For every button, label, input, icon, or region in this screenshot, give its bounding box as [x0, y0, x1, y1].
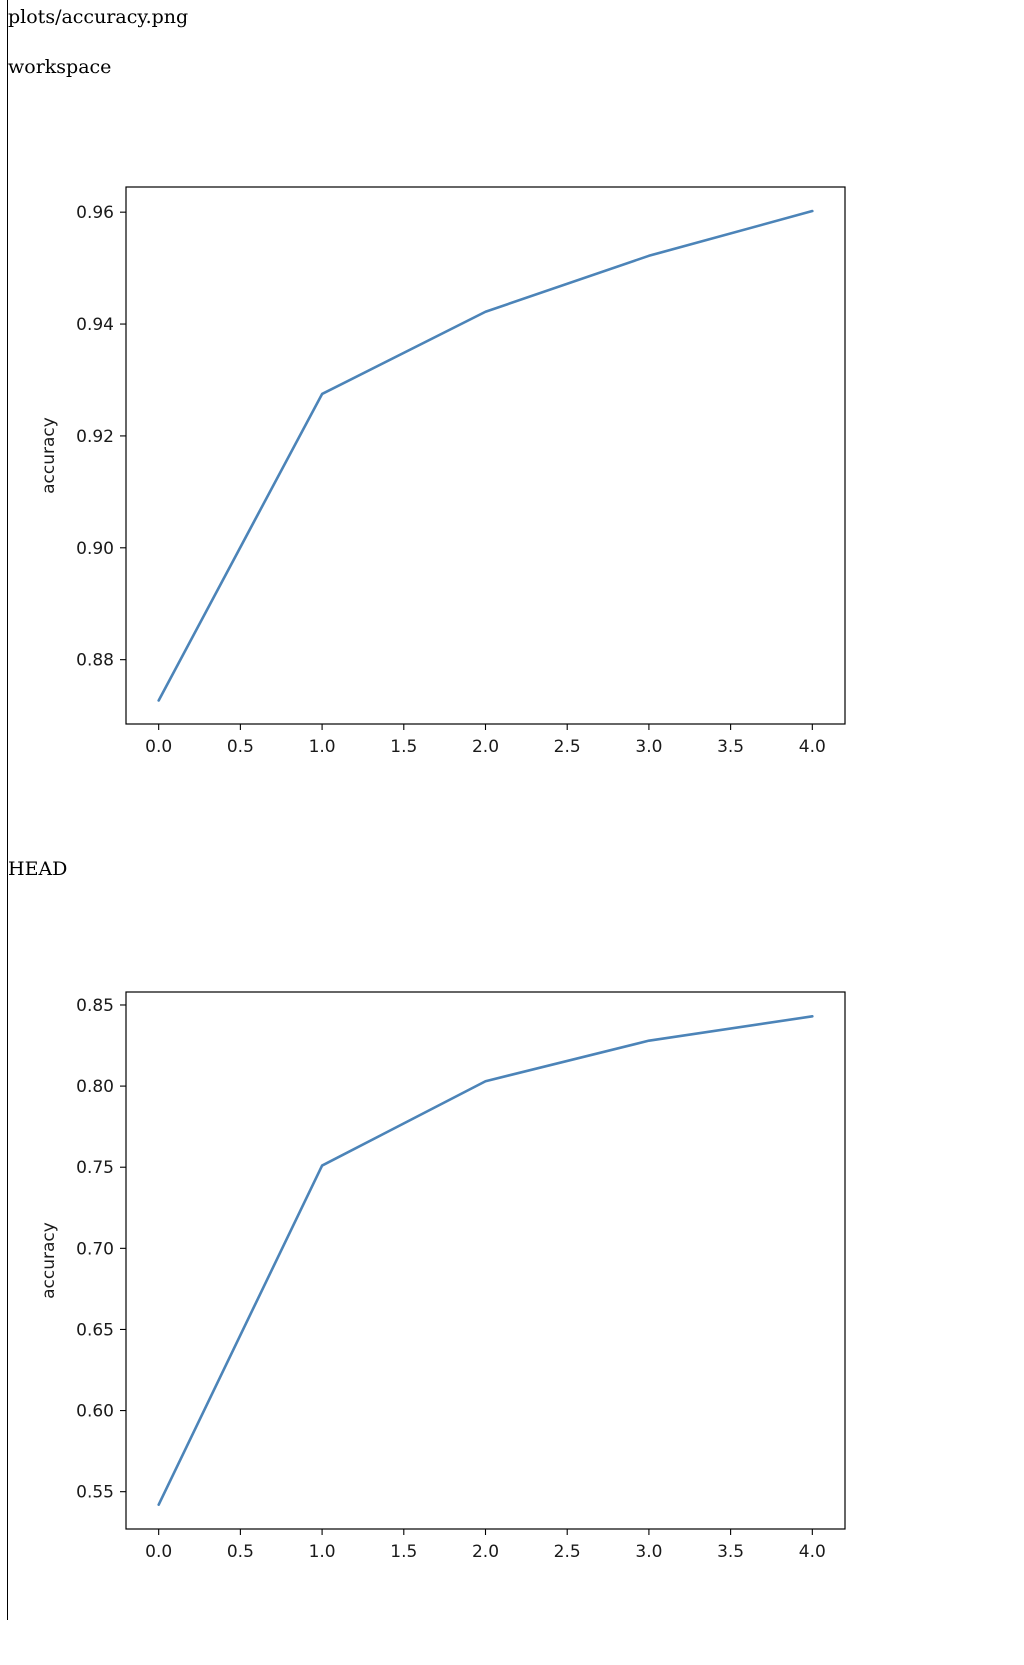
x-tick-label: 1.5	[390, 737, 417, 757]
y-tick-label: 0.65	[76, 1320, 114, 1340]
series-line-0	[157, 209, 814, 702]
x-tick-label: 3.0	[635, 737, 662, 757]
x-tick-label: 4.0	[799, 1542, 826, 1562]
x-tick-label: 1.0	[309, 737, 336, 757]
y-tick-label: 0.94	[76, 315, 114, 335]
x-tick-label: 3.0	[635, 1542, 662, 1562]
x-tick-label: 0.5	[227, 737, 254, 757]
x-tick-label: 0.5	[227, 1542, 254, 1562]
y-tick-label: 0.55	[76, 1483, 114, 1503]
x-tick-label: 0.0	[145, 737, 172, 757]
accuracy-plot-workspace: 0.0 0.5 1.0 1.5 2.0 2.5 3.0 3.5 4.0 0.88 0.90 0.92 0…	[39, 186, 846, 757]
x-tick-label: 2.0	[472, 1542, 499, 1562]
x-tick-label: 4.0	[799, 737, 826, 757]
x-tick-label: 2.5	[554, 1542, 581, 1562]
y-tick-label: 0.92	[76, 427, 114, 447]
x-tick-label: 3.5	[717, 1542, 744, 1562]
y-tick-label: 0.90	[76, 539, 114, 559]
x-tick-label: 2.0	[472, 737, 499, 757]
y-tick-label: 0.88	[76, 651, 114, 671]
section-label-workspace: workspace	[8, 56, 112, 78]
y-axis-label: accuracy	[39, 1222, 59, 1299]
y-tick-label: 0.96	[76, 203, 114, 223]
y-tick-label: 0.85	[76, 996, 114, 1016]
file-path: plots/accuracy.png	[8, 6, 189, 28]
diff-page: plots/accuracy.png workspace 0.0 0.5 1.0 1.…	[7, 0, 846, 1620]
accuracy-plot-head: 0.0 0.5 1.0 1.5 2.0 2.5 3.0 3.5 4.0 0.55 0.60 0.65 0…	[39, 991, 846, 1562]
x-tick-label: 1.0	[309, 1542, 336, 1562]
y-tick-label: 0.60	[76, 1402, 114, 1422]
left-border	[7, 0, 8, 1620]
y-tick-label: 0.70	[76, 1239, 114, 1259]
x-tick-label: 1.5	[390, 1542, 417, 1562]
y-tick-label: 0.80	[76, 1077, 114, 1097]
y-tick-label: 0.75	[76, 1158, 114, 1178]
y-axis-label: accuracy	[39, 417, 59, 494]
plot-area	[126, 187, 845, 724]
x-tick-label: 2.5	[554, 737, 581, 757]
series-line-0	[157, 1015, 814, 1506]
plot-area	[126, 992, 845, 1529]
section-label-head: HEAD	[8, 858, 68, 880]
x-tick-label: 3.5	[717, 737, 744, 757]
x-tick-label: 0.0	[145, 1542, 172, 1562]
